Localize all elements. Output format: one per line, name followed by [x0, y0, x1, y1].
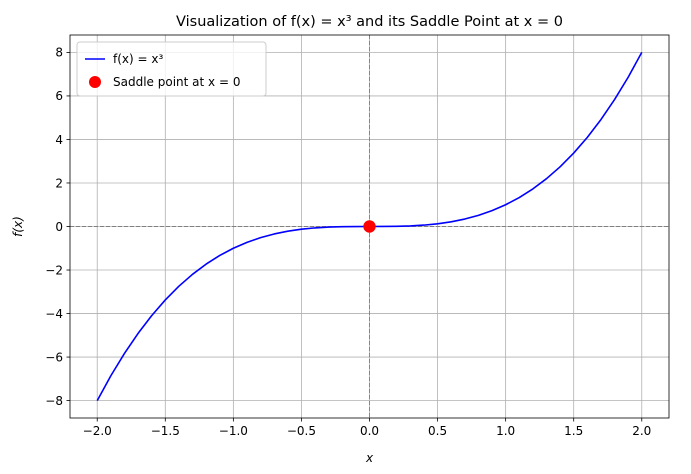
y-axis-label: f(x): [11, 216, 25, 237]
reference-lines: [70, 35, 669, 418]
x-tick-label: 0.0: [360, 424, 379, 438]
x-tick-label: −2.0: [83, 424, 112, 438]
legend: f(x) = x³ Saddle point at x = 0: [76, 41, 267, 97]
y-tick-label: −4: [45, 307, 63, 321]
legend-swatch-saddle-point: [89, 76, 101, 88]
saddle-point-marker: [363, 220, 376, 233]
y-tick-label: 8: [55, 46, 63, 60]
x-tick-label: −1.5: [151, 424, 180, 438]
y-tick-label: 4: [55, 133, 63, 147]
chart-title: Visualization of f(x) = x³ and its Saddl…: [176, 14, 563, 30]
legend-box: [76, 41, 267, 97]
axis-ticks: −2.0 −1.5 −1.0 −0.5 0.0 0.5 1.0 1.5 2.0 −8 −6 −4 −2 0…: [45, 46, 651, 438]
y-tick-label: −8: [45, 394, 63, 408]
x-tick-label: −1.0: [219, 424, 248, 438]
y-tick-label: −2: [45, 263, 63, 277]
x-tick-label: 0.5: [428, 424, 447, 438]
y-tick-label: 6: [55, 89, 63, 103]
x-tick-label: −0.5: [287, 424, 316, 438]
x-axis-label: x: [365, 451, 374, 465]
legend-entry-saddle-point: Saddle point at x = 0: [113, 75, 240, 89]
y-tick-label: 0: [55, 220, 63, 234]
x-tick-label: 2.0: [632, 424, 651, 438]
plot-series: [96, 52, 643, 401]
y-tick-label: −6: [45, 350, 63, 364]
legend-entry-curve: f(x) = x³: [113, 52, 163, 66]
y-tick-label: 2: [55, 176, 63, 190]
x-tick-label: 1.5: [564, 424, 583, 438]
x-tick-label: 1.0: [496, 424, 515, 438]
